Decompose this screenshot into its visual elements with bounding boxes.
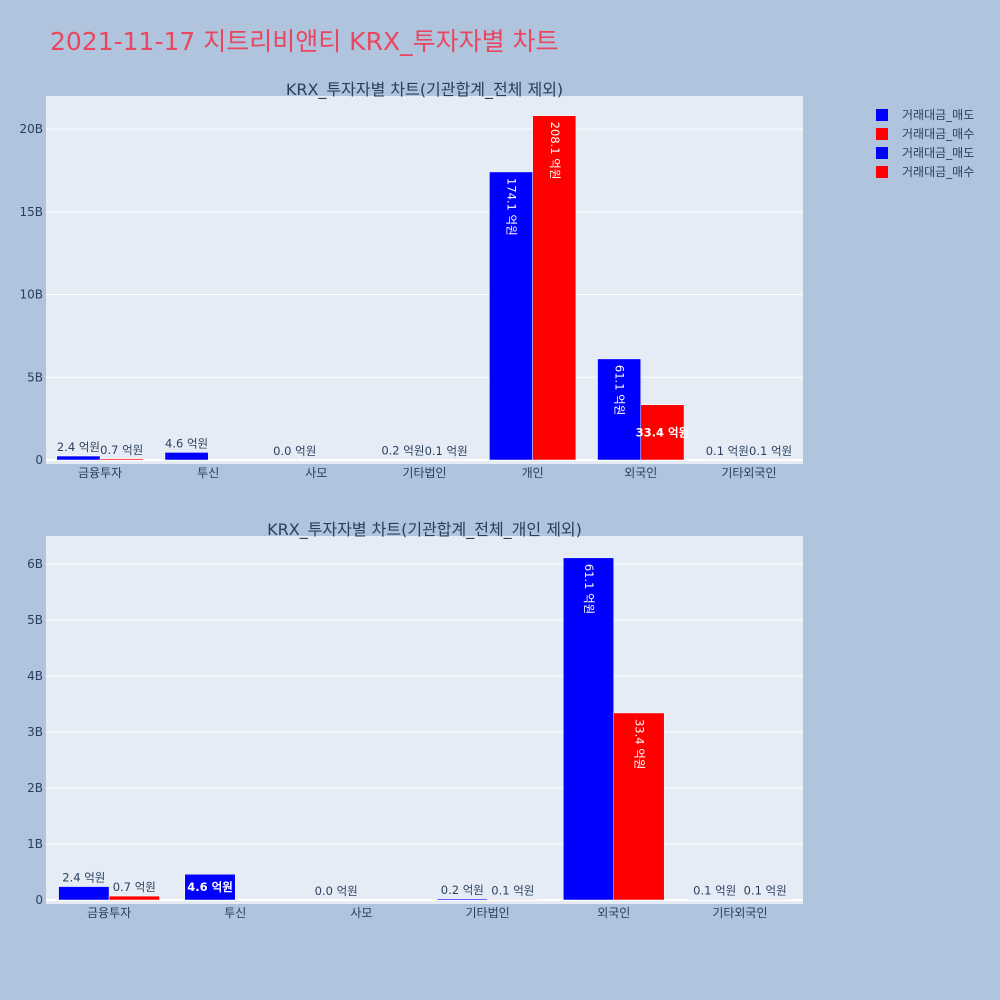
y-tick-label: 5B xyxy=(27,370,43,384)
x-tick-label: 금융투자 xyxy=(87,906,131,920)
bar-sell xyxy=(164,452,209,461)
x-tick-label: 사모 xyxy=(305,466,327,480)
bar-data-label: 61.1 억원 xyxy=(582,564,596,614)
chart-panel-2: 0 1B 2B 3B 4B 5B 6B KRX_투자자별 차트(기관합계_전체_개인 제외) 금… xyxy=(27,520,803,920)
x-tick-label: 투신 xyxy=(197,466,219,480)
x-tick-label: 외국인 xyxy=(597,906,630,920)
bar-data-label: 0.1 억원 xyxy=(693,883,736,897)
x-tick-label: 기타법인 xyxy=(402,466,446,480)
y-tick-label: 15B xyxy=(19,205,43,219)
bar-data-label: 0.1 억원 xyxy=(425,444,468,458)
legend-swatch[interactable] xyxy=(876,128,888,140)
y-tick-label: 4B xyxy=(27,669,43,683)
bar-data-label: 0.1 억원 xyxy=(749,444,792,458)
y-tick-label: 0 xyxy=(35,893,43,907)
bar-buy xyxy=(487,899,539,901)
y-tick-label: 0 xyxy=(35,453,43,467)
chart-subtitle: KRX_투자자별 차트(기관합계_전체 제외) xyxy=(286,80,563,100)
bar-data-label: 61.1 억원 xyxy=(613,365,627,415)
bar-data-label: 0.7 억원 xyxy=(100,443,143,457)
y-tick-label: 6B xyxy=(27,557,43,571)
bar-data-label: 174.1 억원 xyxy=(505,178,519,236)
bar-data-label: 0.2 억원 xyxy=(441,883,484,897)
legend-entry[interactable]: 거래대금_매수 xyxy=(902,127,974,141)
bar-data-label: 0.0 억원 xyxy=(273,444,316,458)
page-title: 2021-11-17 지트리비앤티 KRX_투자자별 차트 xyxy=(50,27,559,56)
y-tick-label: 1B xyxy=(27,837,43,851)
bar-sell xyxy=(184,873,236,901)
y-tick-label: 3B xyxy=(27,725,43,739)
bar-buy xyxy=(99,458,144,461)
bar-data-label: 0.2 억원 xyxy=(381,444,424,458)
x-tick-label: 금융투자 xyxy=(78,466,122,480)
bar-data-label: 0.0 억원 xyxy=(315,884,358,898)
legend-swatch[interactable] xyxy=(876,166,888,178)
bar-buy xyxy=(613,712,665,901)
x-tick-label: 투신 xyxy=(224,906,246,920)
chart-panel-1: 0 5B 10B 15B 20B KRX_투자자별 차트(기관합계_전체 제외) 금융투자 2… xyxy=(19,80,803,480)
bar-sell xyxy=(489,171,533,461)
x-tick-label: 기타법인 xyxy=(465,906,509,920)
bar-sell xyxy=(56,455,101,461)
x-tick-label: 기타외국인 xyxy=(712,906,767,920)
plot-area xyxy=(46,96,803,464)
bar-sell xyxy=(563,557,614,901)
y-tick-label: 20B xyxy=(19,122,43,136)
x-tick-label: 외국인 xyxy=(624,466,657,480)
bar-data-label: 208.1 억원 xyxy=(548,122,562,180)
bar-sell xyxy=(597,358,642,461)
bar-sell xyxy=(689,899,741,901)
y-tick-label: 5B xyxy=(27,613,43,627)
bar-sell xyxy=(436,898,488,901)
bar-data-label: 0.1 억원 xyxy=(491,883,534,897)
bar-data-label: 2.4 억원 xyxy=(57,440,100,454)
x-tick-label: 개인 xyxy=(522,466,544,480)
bar-data-label: 2.4 억원 xyxy=(62,871,105,885)
bar-data-label: 33.4 억원 xyxy=(636,425,690,439)
bar-data-label: 4.6 억원 xyxy=(165,436,208,450)
legend-entry[interactable]: 거래대금_매도 xyxy=(902,146,974,160)
bar-buy xyxy=(739,899,791,901)
bar-buy xyxy=(108,895,160,901)
legend-swatch[interactable] xyxy=(876,147,888,159)
bar-buy xyxy=(532,115,577,461)
y-tick-label: 2B xyxy=(27,781,43,795)
bar-data-label: 0.1 억원 xyxy=(706,444,749,458)
y-tick-label: 10B xyxy=(19,288,43,302)
bar-data-label: 0.1 억원 xyxy=(744,883,787,897)
chart-subtitle: KRX_투자자별 차트(기관합계_전체_개인 제외) xyxy=(267,520,582,540)
bar-data-label: 4.6 억원 xyxy=(187,880,233,894)
bar-data-label: 0.7 억원 xyxy=(113,880,156,894)
bar-data-label: 33.4 억원 xyxy=(632,719,646,769)
legend-swatch[interactable] xyxy=(876,109,888,121)
x-tick-label: 사모 xyxy=(350,906,372,920)
legend-entry[interactable]: 거래대금_매도 xyxy=(902,108,974,122)
x-tick-label: 기타외국인 xyxy=(721,466,776,480)
legend-entry[interactable]: 거래대금_매수 xyxy=(902,165,974,179)
bar-buy xyxy=(640,404,685,461)
plot-area xyxy=(46,536,803,904)
bar-sell xyxy=(58,886,110,901)
